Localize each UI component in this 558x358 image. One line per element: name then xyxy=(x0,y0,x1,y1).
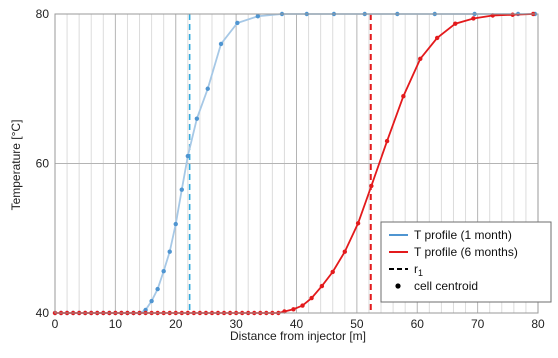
legend-entry: cell centroid xyxy=(395,279,478,293)
data-point xyxy=(155,286,160,292)
x-tick-label: 70 xyxy=(471,317,485,331)
data-point xyxy=(205,86,210,91)
data-point xyxy=(342,249,347,254)
data-point xyxy=(300,303,305,308)
y-tick-label: 40 xyxy=(36,306,50,320)
data-point xyxy=(255,14,261,19)
data-point xyxy=(161,268,166,274)
tick-labels: 0 10 20 30 40 50 60 70 80 40 60 80 xyxy=(36,7,545,331)
x-tick-label: 30 xyxy=(229,317,243,331)
data-point xyxy=(173,221,178,227)
y-tick-label: 60 xyxy=(36,157,50,171)
y-tick-label: 80 xyxy=(36,7,50,21)
data-point xyxy=(330,269,335,275)
legend-box xyxy=(380,221,552,303)
x-tick-label: 80 xyxy=(531,317,545,331)
legend: T profile (1 month) T profile (6 months) r… xyxy=(380,221,552,303)
data-point xyxy=(319,283,325,289)
data-point xyxy=(149,298,154,304)
data-point xyxy=(384,138,390,144)
data-point xyxy=(434,35,440,41)
x-tick-label: 50 xyxy=(350,317,364,331)
x-tick-label: 10 xyxy=(109,317,123,331)
legend-entry: T profile (1 month) xyxy=(389,228,512,242)
legend-label-subscript: 1 xyxy=(418,268,423,278)
legend-label: cell centroid xyxy=(414,279,478,293)
data-point xyxy=(355,221,361,226)
y-axis-label: Temperature [°C] xyxy=(9,120,23,211)
data-point xyxy=(185,153,191,159)
x-tick-label: 60 xyxy=(411,317,425,331)
plot-frame xyxy=(54,13,539,314)
data-point xyxy=(453,21,458,26)
data-point xyxy=(167,249,172,254)
data-point xyxy=(179,187,184,192)
x-tick-label: 40 xyxy=(290,317,304,331)
data-point xyxy=(218,41,224,47)
legend-dot-swatch xyxy=(395,283,401,289)
x-tick-label: 0 xyxy=(52,317,59,331)
legend-label: r1 xyxy=(414,262,423,278)
legend-entry: T profile (6 months) xyxy=(389,245,518,259)
data-point xyxy=(309,295,314,301)
axes xyxy=(54,13,539,314)
data-point xyxy=(471,16,476,21)
data-point xyxy=(369,183,374,189)
data-point xyxy=(235,20,240,26)
legend-label: T profile (6 months) xyxy=(414,245,518,259)
x-tick-label: 20 xyxy=(169,317,183,331)
legend-entry: r1 xyxy=(389,262,423,278)
data-point xyxy=(418,56,423,62)
data-point xyxy=(510,12,515,17)
x-axis-label: Distance from injector [m] xyxy=(230,329,366,343)
legend-label: T profile (1 month) xyxy=(414,228,512,242)
data-point xyxy=(194,116,200,121)
data-point xyxy=(401,94,406,99)
data-point xyxy=(291,307,296,312)
